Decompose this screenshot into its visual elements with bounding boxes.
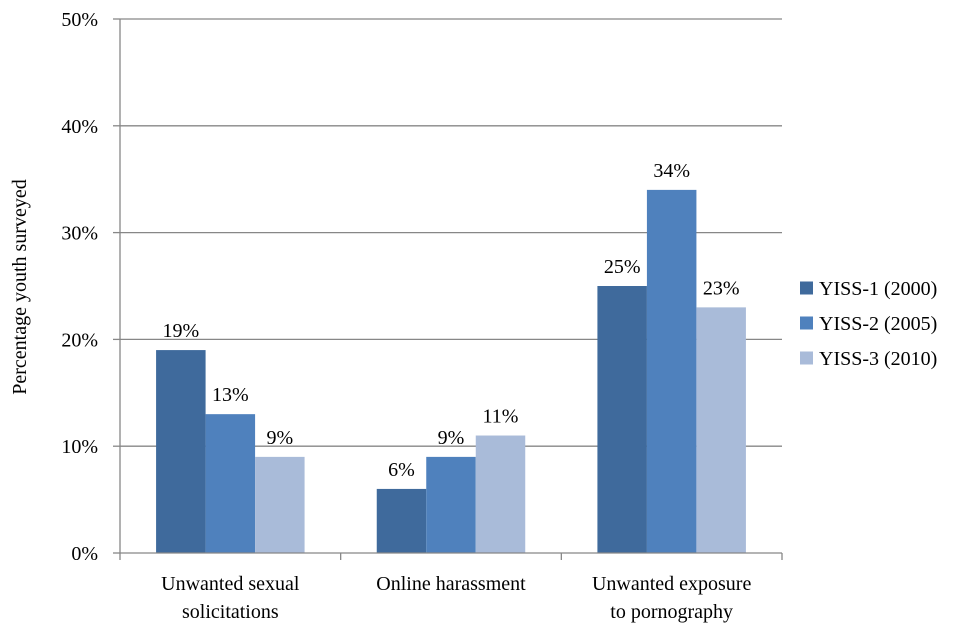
legend-label: YISS-1 (2000)	[819, 278, 937, 300]
data-label: 19%	[162, 320, 199, 342]
axes	[119, 19, 783, 560]
y-axis-title: Percentage youth surveyed	[9, 179, 31, 394]
legend-swatch	[800, 351, 813, 365]
data-label: 6%	[388, 459, 415, 481]
legend: YISS-1 (2000) YISS-2 (2005) YISS-3 (2010)	[800, 278, 937, 370]
y-tick-label: 10%	[61, 436, 98, 458]
bar	[696, 307, 746, 553]
y-tick-label: 20%	[61, 329, 98, 351]
x-axis-categories: Unwanted sexual solicitations Online haras…	[161, 573, 751, 623]
data-label: 13%	[212, 384, 249, 406]
y-tick-label: 50%	[61, 9, 98, 31]
x-category-label: Online harassment	[376, 573, 526, 595]
bar	[376, 488, 427, 553]
bar	[255, 456, 305, 553]
bars	[156, 189, 746, 553]
data-label: 9%	[266, 427, 293, 449]
bar	[426, 456, 476, 553]
bar	[475, 435, 526, 553]
x-category-label: solicitations	[182, 601, 279, 623]
data-label: 23%	[703, 277, 740, 299]
data-label: 9%	[438, 427, 465, 449]
bar	[646, 189, 697, 553]
legend-label: YISS-3 (2010)	[819, 348, 937, 370]
y-tick-label: 30%	[61, 223, 98, 245]
y-axis-ticks: 0% 10% 20% 30% 40% 50%	[61, 9, 120, 565]
x-category-label: to pornography	[610, 601, 733, 623]
bar	[205, 414, 256, 553]
data-label: 11%	[483, 406, 519, 428]
data-label: 34%	[653, 160, 690, 182]
y-tick-label: 40%	[61, 116, 98, 138]
x-category-label: Unwanted exposure	[592, 573, 752, 595]
data-label: 25%	[604, 256, 641, 278]
legend-swatch	[800, 316, 813, 330]
legend-swatch	[800, 281, 813, 295]
x-category-label: Unwanted sexual	[161, 573, 300, 595]
y-tick-label: 0%	[71, 543, 98, 565]
bar	[597, 286, 647, 553]
legend-label: YISS-2 (2005)	[819, 313, 937, 335]
bar	[156, 350, 206, 553]
data-labels: 19% 13% 9% 6% 9% 11% 25% 34% 23%	[162, 160, 739, 481]
